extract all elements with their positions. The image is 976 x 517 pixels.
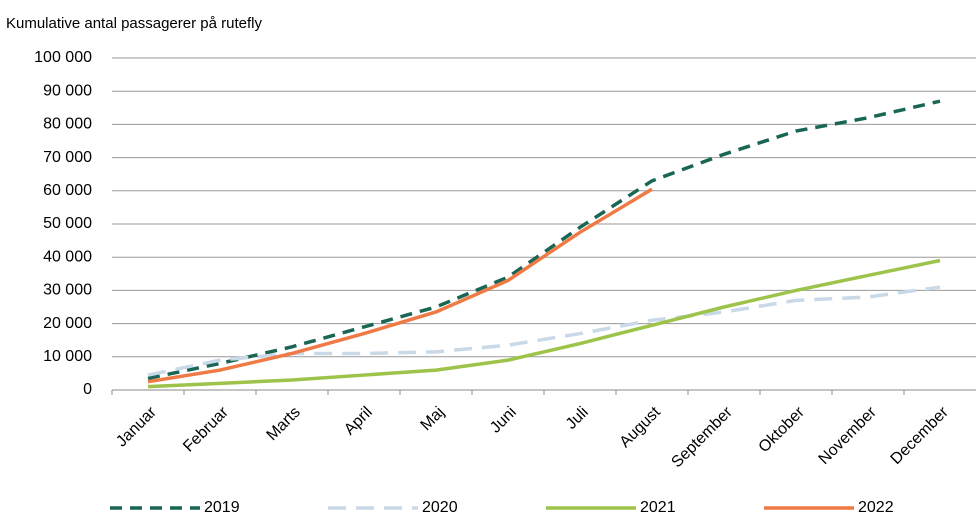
x-tick-label: August	[617, 403, 665, 451]
x-tick-label: November	[816, 403, 881, 468]
y-tick-label: 70 000	[43, 149, 92, 166]
y-tick-label: 40 000	[43, 248, 92, 265]
y-tick-label: 0	[83, 381, 92, 398]
series-line	[147, 99, 941, 381]
x-tick-label: December	[888, 403, 953, 468]
legend-label: 2022	[858, 499, 894, 516]
x-tick-label: April	[341, 404, 376, 439]
y-tick-label: 100 000	[34, 49, 92, 66]
y-tick-label: 20 000	[43, 315, 92, 332]
y-tick-label: 60 000	[43, 182, 92, 199]
series-line	[147, 285, 941, 377]
x-tick-label: Januar	[113, 403, 160, 450]
y-tick-label: 10 000	[43, 348, 92, 365]
y-tick-label: 30 000	[43, 282, 92, 299]
y-tick-label: 80 000	[43, 116, 92, 133]
legend-label: 2021	[640, 499, 676, 516]
legend-label: 2019	[204, 499, 240, 516]
y-axis-title: Kumulative antal passagerer på rutefly	[6, 15, 262, 32]
series-line	[147, 187, 653, 384]
legend-label: 2020	[422, 499, 458, 516]
x-tick-label: Februar	[180, 403, 232, 455]
y-tick-label: 90 000	[43, 82, 92, 99]
x-tick-label: Juni	[487, 404, 520, 437]
x-tick-label: Oktober	[756, 403, 809, 456]
x-tick-label: Marts	[264, 404, 304, 444]
series-line	[147, 258, 941, 389]
x-tick-label: Maj	[418, 404, 448, 434]
x-tick-label: Juli	[563, 404, 592, 433]
y-tick-label: 50 000	[43, 215, 92, 232]
x-tick-label: September	[668, 403, 736, 471]
